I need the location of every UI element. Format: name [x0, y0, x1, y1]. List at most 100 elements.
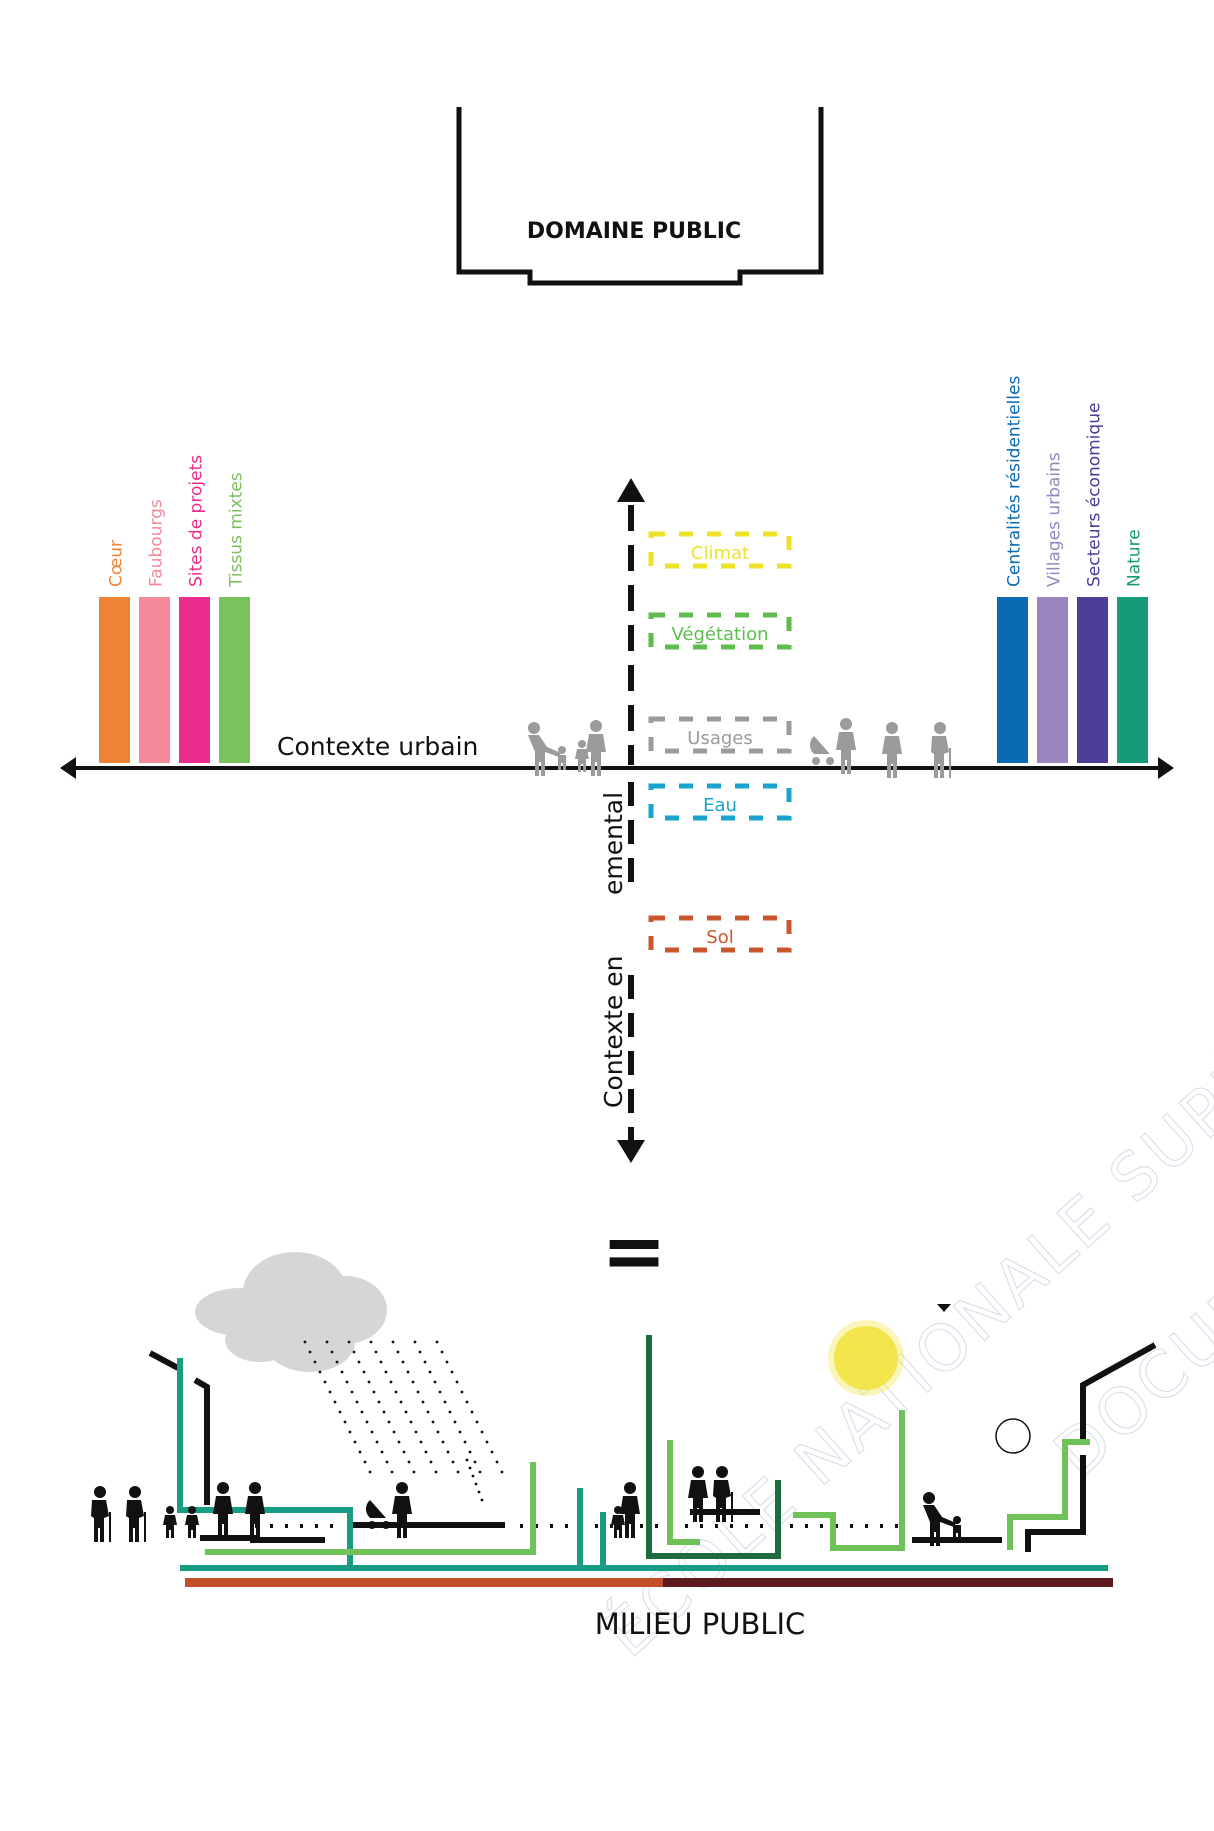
rain-dot: [423, 1360, 427, 1364]
rain-dot: [385, 1460, 389, 1464]
rain-dot: [471, 1474, 475, 1478]
rain-dot: [480, 1430, 484, 1434]
rain-dot: [330, 1350, 334, 1354]
rain-dot: [345, 1380, 349, 1384]
rain-dot: [360, 1410, 364, 1414]
rain-dot: [377, 1400, 381, 1404]
rain-dot: [313, 1360, 317, 1364]
rain-dot: [465, 1400, 469, 1404]
rain-dot: [485, 1440, 489, 1444]
rain-dot: [387, 1420, 391, 1424]
rain-dot: [421, 1400, 425, 1404]
rain-dot: [347, 1340, 351, 1344]
rain-dot: [308, 1350, 312, 1354]
left-category-bar-3: [219, 597, 250, 763]
env-layer-box-2: [648, 716, 792, 754]
left-category-bars: Cœur Faubourgs Sites de projets Tissus mixt…: [99, 455, 250, 763]
rain-dot: [414, 1430, 418, 1434]
equals-sign: =: [601, 1207, 666, 1297]
left-category-bar-0: [99, 597, 130, 763]
rain-dot: [391, 1340, 395, 1344]
rain-dot: [419, 1440, 423, 1444]
rain-dot: [424, 1450, 428, 1454]
rain-dot: [389, 1380, 393, 1384]
rain-dot: [474, 1482, 478, 1486]
rain-dot: [363, 1460, 367, 1464]
contexte-urbain-label: Contexte urbain: [277, 732, 478, 761]
right-category-label-3: Nature: [1125, 529, 1145, 587]
rain-dot: [318, 1370, 322, 1374]
milieu-public-label: MILIEU PUBLIC: [595, 1607, 806, 1641]
rain-dot: [335, 1360, 339, 1364]
rain-dot: [406, 1370, 410, 1374]
domaine-public-label: DOMAINE PUBLIC: [527, 219, 741, 244]
rain-dot: [477, 1490, 481, 1494]
rain-dot: [480, 1498, 484, 1502]
rain-dot: [343, 1420, 347, 1424]
rain-dot: [456, 1470, 460, 1474]
rain-dot: [434, 1470, 438, 1474]
left-category-label-0: Cœur: [107, 540, 127, 587]
env-layer-box-3: [648, 783, 792, 821]
right-category-bar-3: [1117, 597, 1148, 763]
rain-dot: [323, 1380, 327, 1384]
rain-dot: [478, 1470, 482, 1474]
rain-dot: [407, 1460, 411, 1464]
env-layer-box-1: [648, 612, 792, 650]
rain-dot: [445, 1360, 449, 1364]
right-category-label-1: Villages urbains: [1045, 452, 1065, 587]
vertical-axis: emental Contexte en: [599, 478, 645, 1163]
env-layer-label-4: Sol: [706, 927, 733, 948]
right-category-label-2: Secteurs économique: [1085, 403, 1105, 587]
rain-dot: [333, 1400, 337, 1404]
rain-dot: [465, 1458, 469, 1462]
right-category-bar-2: [1077, 597, 1108, 763]
rain-dot: [325, 1340, 329, 1344]
rain-dot: [397, 1440, 401, 1444]
rain-dot: [350, 1390, 354, 1394]
rain-dot: [390, 1470, 394, 1474]
rain-dot: [436, 1430, 440, 1434]
rain-dot: [411, 1380, 415, 1384]
rain-dot: [328, 1390, 332, 1394]
rain-dot: [435, 1340, 439, 1344]
rain-dot: [394, 1390, 398, 1394]
rain-dot: [453, 1420, 457, 1424]
sun-icon: [834, 1326, 898, 1390]
env-layer-label-1: Végétation: [671, 624, 768, 645]
rain-dot: [372, 1390, 376, 1394]
rain-dot: [303, 1340, 307, 1344]
rain-dot: [412, 1470, 416, 1474]
rain-dot: [428, 1370, 432, 1374]
rain-dot: [384, 1370, 388, 1374]
rain-dot: [458, 1430, 462, 1434]
elderly-icon: [91, 1486, 111, 1542]
domaine-public-shape: DOMAINE PUBLIC: [456, 107, 824, 286]
left-category-bar-2: [179, 597, 210, 763]
rain-dot: [365, 1420, 369, 1424]
rain-dot: [438, 1390, 442, 1394]
env-layer-label-3: Eau: [703, 795, 737, 816]
rain-dot: [470, 1410, 474, 1414]
rain-dot: [404, 1410, 408, 1414]
rain-dot: [409, 1420, 413, 1424]
rain-dot: [433, 1380, 437, 1384]
left-category-label-1: Faubourgs: [147, 499, 167, 587]
person-icon: [213, 1482, 233, 1538]
person-icon: [163, 1506, 177, 1538]
left-category-label-3: Tissus mixtes: [227, 472, 247, 588]
rain-dot: [396, 1350, 400, 1354]
rain-dot: [353, 1440, 357, 1444]
right-category-bars: Centralités résidentielles Villages urbai…: [997, 376, 1148, 763]
rain-dot: [375, 1440, 379, 1444]
rain-dots: [303, 1340, 504, 1502]
left-category-bar-1: [139, 597, 170, 763]
rain-dot: [357, 1360, 361, 1364]
rain-dot: [426, 1410, 430, 1414]
left-category-label-2: Sites de projets: [187, 455, 207, 587]
rain-dot: [413, 1340, 417, 1344]
person-icon: [620, 1482, 640, 1538]
circle-icon: [995, 1418, 1031, 1454]
env-layer-label-2: Usages: [687, 728, 752, 749]
